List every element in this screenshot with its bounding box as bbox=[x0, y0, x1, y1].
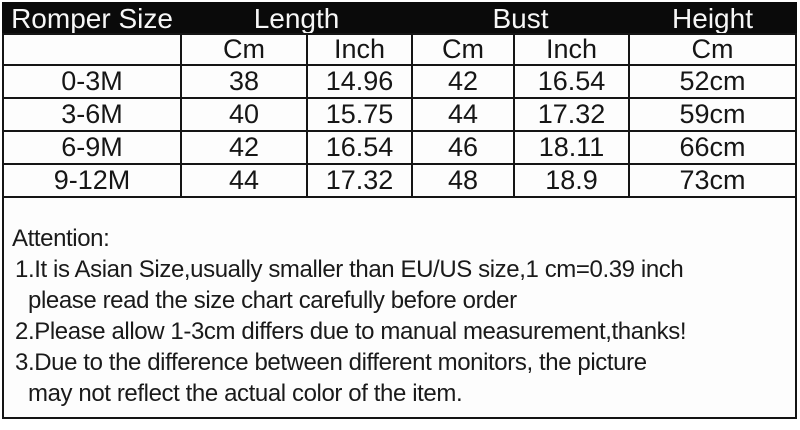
length-inch-cell: 16.54 bbox=[305, 129, 414, 165]
size-cell: 9-12M bbox=[2, 162, 182, 198]
size-cell: 6-9M bbox=[2, 129, 182, 165]
attention-line-3: 3.Due to the difference between differen… bbox=[15, 348, 647, 376]
unit-cell-length-cm: Cm bbox=[180, 33, 308, 66]
bust-inch-cell: 16.54 bbox=[513, 63, 631, 99]
unit-cell-bust-inch: Inch bbox=[513, 33, 631, 66]
table-row-3-6m: 3-6M 40 15.75 44 17.32 59cm bbox=[2, 96, 797, 132]
height-cm-cell: 66cm bbox=[628, 129, 797, 165]
attention-line-2: 2.Please allow 1-3cm differs due to manu… bbox=[15, 317, 687, 345]
length-cm-cell: 42 bbox=[180, 129, 308, 165]
table-units-row: Cm Inch Cm Inch Cm bbox=[2, 33, 797, 66]
bust-inch-cell: 18.11 bbox=[513, 129, 631, 165]
header-bust: Bust bbox=[411, 1, 631, 36]
bust-cm-cell: 48 bbox=[411, 162, 516, 198]
table-row-9-12m: 9-12M 44 17.32 48 18.9 73cm bbox=[2, 162, 797, 198]
length-inch-cell: 15.75 bbox=[305, 96, 414, 132]
size-cell: 0-3M bbox=[2, 63, 182, 99]
length-cm-cell: 44 bbox=[180, 162, 308, 198]
height-cm-cell: 73cm bbox=[628, 162, 797, 198]
attention-line-1: 1.It is Asian Size,usually smaller than … bbox=[15, 255, 684, 283]
attention-line-1-cont: please read the size chart carefully bef… bbox=[28, 286, 517, 314]
unit-cell-height-cm: Cm bbox=[628, 33, 797, 66]
unit-cell-length-inch: Inch bbox=[305, 33, 414, 66]
length-cm-cell: 40 bbox=[180, 96, 308, 132]
bust-cm-cell: 44 bbox=[411, 96, 516, 132]
length-cm-cell: 38 bbox=[180, 63, 308, 99]
height-cm-cell: 59cm bbox=[628, 96, 797, 132]
attention-line-3-cont: may not reflect the actual color of the … bbox=[28, 379, 463, 407]
table-row-0-3m: 0-3M 38 14.96 42 16.54 52cm bbox=[2, 63, 797, 99]
bust-inch-cell: 17.32 bbox=[513, 96, 631, 132]
size-chart-table: Romper Size Length Bust Height Cm Inch C… bbox=[2, 1, 797, 198]
header-height: Height bbox=[628, 1, 797, 36]
height-cm-cell: 52cm bbox=[628, 63, 797, 99]
size-chart-document: Romper Size Length Bust Height Cm Inch C… bbox=[2, 1, 797, 419]
unit-cell-bust-cm: Cm bbox=[411, 33, 516, 66]
header-romper-size: Romper Size bbox=[2, 1, 182, 36]
bust-cm-cell: 42 bbox=[411, 63, 516, 99]
length-inch-cell: 14.96 bbox=[305, 63, 414, 99]
length-inch-cell: 17.32 bbox=[305, 162, 414, 198]
table-row-6-9m: 6-9M 42 16.54 46 18.11 66cm bbox=[2, 129, 797, 165]
header-length: Length bbox=[179, 1, 414, 36]
bust-cm-cell: 46 bbox=[411, 129, 516, 165]
attention-title: Attention: bbox=[12, 224, 110, 252]
bust-inch-cell: 18.9 bbox=[513, 162, 631, 198]
size-cell: 3-6M bbox=[2, 96, 182, 132]
attention-section: Attention: 1.It is Asian Size,usually sm… bbox=[2, 197, 797, 419]
table-header-row: Romper Size Length Bust Height bbox=[2, 1, 797, 36]
unit-cell-empty bbox=[2, 33, 182, 66]
